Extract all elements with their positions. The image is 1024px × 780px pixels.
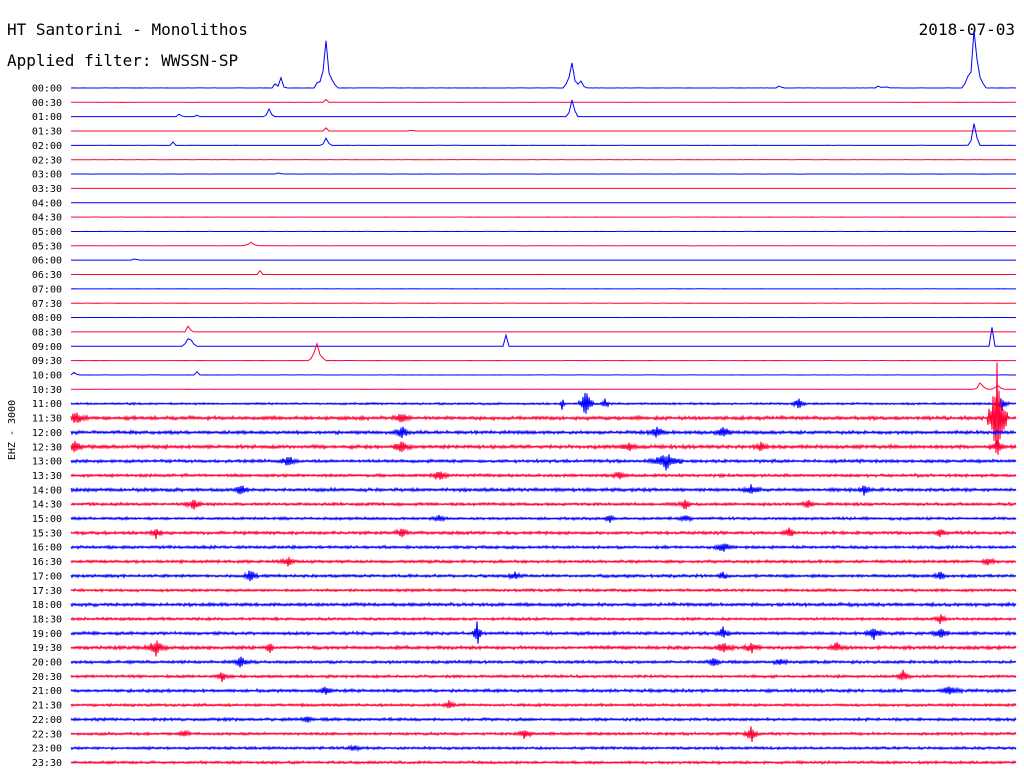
trace-line (70, 700, 1017, 709)
filter-label: Applied filter: WWSSN-SP (7, 51, 238, 70)
time-tick-label: 23:30 (32, 758, 62, 769)
trace-line (70, 499, 1017, 510)
trace-line (70, 614, 1017, 625)
trace-rows (70, 30, 1017, 766)
time-tick-label: 06:00 (32, 256, 62, 267)
trace-line (70, 392, 1017, 414)
trace-line (70, 543, 1017, 552)
trace-line (70, 258, 1017, 261)
time-tick-label: 07:30 (32, 299, 62, 310)
time-tick-label: 04:30 (32, 213, 62, 224)
trace-line (70, 716, 1017, 724)
time-tick-label: 19:00 (32, 629, 62, 640)
time-tick-label: 21:00 (32, 686, 62, 697)
trace-line (70, 327, 1017, 347)
time-tick-label: 03:30 (32, 184, 62, 195)
trace-line (70, 454, 1017, 471)
trace-line (70, 362, 1017, 456)
time-tick-label: 02:30 (32, 155, 62, 166)
time-tick-label: 18:30 (32, 614, 62, 625)
time-tick-label: 01:00 (32, 112, 62, 123)
time-tick-label: 22:00 (32, 715, 62, 726)
station-title: HT Santorini - Monolithos (7, 20, 248, 39)
time-tick-label: 09:30 (32, 356, 62, 367)
time-tick-label: 12:30 (32, 442, 62, 453)
trace-line (70, 30, 1017, 89)
time-tick-labels: 00:00 00:30 01:00 01:30 02:00 02:30 03:00 03:30… (32, 84, 62, 769)
time-tick-label: 16:30 (32, 557, 62, 568)
trace-line (70, 557, 1017, 567)
date-label: 2018-07-03 (919, 20, 1015, 39)
trace-line (70, 640, 1017, 657)
time-tick-label: 06:30 (32, 270, 62, 281)
trace-line (70, 123, 1017, 146)
time-tick-label: 04:00 (32, 198, 62, 209)
time-tick-label: 10:00 (32, 371, 62, 382)
trace-line (70, 587, 1017, 594)
time-tick-label: 00:30 (32, 98, 62, 109)
time-tick-label: 23:00 (32, 744, 62, 755)
time-tick-label: 02:00 (32, 141, 62, 152)
time-tick-label: 15:00 (32, 514, 62, 525)
time-tick-label: 21:30 (32, 701, 62, 712)
time-tick-label: 15:30 (32, 528, 62, 539)
trace-line (70, 172, 1017, 175)
time-tick-label: 14:30 (32, 500, 62, 511)
trace-line (70, 514, 1017, 523)
time-tick-label: 07:00 (32, 284, 62, 295)
time-tick-label: 22:30 (32, 729, 62, 740)
time-tick-label: 13:00 (32, 457, 62, 468)
time-tick-label: 17:00 (32, 571, 62, 582)
time-tick-label: 13:30 (32, 471, 62, 482)
time-tick-label: 03:00 (32, 170, 62, 181)
time-tick-label: 14:00 (32, 485, 62, 496)
time-tick-label: 08:30 (32, 327, 62, 338)
time-tick-label: 20:00 (32, 658, 62, 669)
trace-line (70, 471, 1017, 480)
time-tick-label: 08:00 (32, 313, 62, 324)
trace-line (70, 269, 1017, 276)
trace-line (70, 440, 1017, 453)
trace-line (70, 98, 1016, 103)
trace-line (70, 570, 1017, 582)
time-tick-label: 00:00 (32, 84, 62, 95)
time-tick-label: 01:30 (32, 127, 62, 138)
trace-line (70, 325, 1016, 333)
time-tick-label: 11:30 (32, 414, 62, 425)
trace-line (70, 759, 1017, 766)
trace-line (70, 127, 1017, 132)
channel-label: EHZ - 3000 (7, 400, 18, 460)
trace-line (70, 744, 1017, 753)
time-tick-label: 16:00 (32, 543, 62, 554)
time-tick-label: 17:30 (32, 586, 62, 597)
time-tick-label: 10:30 (32, 385, 62, 396)
trace-line (70, 426, 1017, 439)
trace-line (70, 241, 1017, 247)
trace-line (70, 621, 1017, 644)
trace-line (70, 99, 1017, 118)
trace-line (70, 656, 1017, 668)
time-tick-label: 05:30 (32, 241, 62, 252)
time-tick-label: 19:30 (32, 643, 62, 654)
trace-line (70, 601, 1017, 608)
trace-line (70, 382, 1017, 390)
trace-line (70, 370, 1017, 376)
trace-line (70, 726, 1017, 743)
trace-line (70, 341, 1017, 362)
trace-line (70, 527, 1017, 540)
time-tick-label: 09:00 (32, 342, 62, 353)
trace-line (70, 686, 1017, 695)
time-tick-label: 18:00 (32, 600, 62, 611)
time-tick-label: 11:00 (32, 399, 62, 410)
trace-line (70, 484, 1017, 496)
time-tick-label: 12:00 (32, 428, 62, 439)
trace-line (70, 669, 1017, 682)
time-tick-label: 05:00 (32, 227, 62, 238)
time-tick-label: 20:30 (32, 672, 62, 683)
